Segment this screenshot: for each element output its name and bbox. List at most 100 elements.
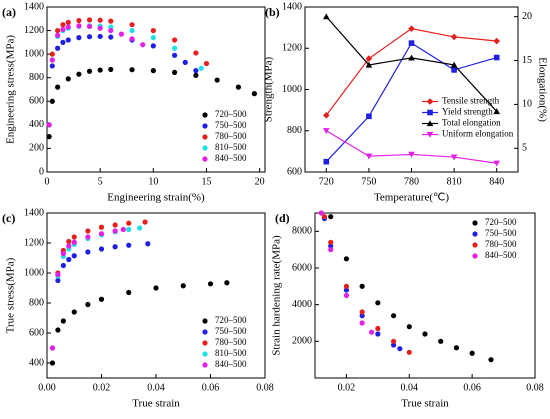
legend-marker: [472, 220, 478, 226]
marker: [359, 283, 365, 289]
marker: [112, 222, 118, 228]
marker: [145, 241, 151, 247]
legend-marker: [427, 109, 433, 116]
marker: [422, 331, 428, 337]
marker: [49, 57, 55, 63]
marker: [321, 214, 328, 220]
legend-marker: [202, 351, 208, 357]
marker: [55, 32, 61, 38]
marker: [328, 243, 334, 249]
marker: [112, 228, 118, 234]
legend-marker: [202, 156, 208, 162]
y-tick-label: 6000: [292, 262, 312, 273]
y-tick-label: 1200: [282, 43, 302, 54]
panel: 720 750 780 810 840 600 800 1000 1200 1400 5 10 15 20…: [263, 1, 549, 203]
marker: [86, 17, 93, 23]
y-tick-label: 1200: [24, 25, 44, 36]
legend-marker: [202, 134, 208, 140]
marker: [193, 68, 199, 74]
marker: [49, 63, 55, 69]
x-tick-label: 15: [202, 176, 212, 187]
marker: [375, 325, 381, 332]
marker: [406, 349, 412, 355]
marker: [85, 301, 91, 308]
marker: [390, 313, 397, 319]
panel: 0.02 0.04 0.06 0.08 2000 4000 6000 8000 True str…: [271, 210, 544, 410]
legend-label: 840–500: [215, 153, 247, 163]
marker: [126, 220, 132, 226]
marker: [86, 68, 93, 74]
y-tick-label: 1400: [24, 207, 44, 218]
marker: [214, 77, 220, 83]
x-tick-label: 780: [404, 176, 419, 187]
marker: [108, 34, 114, 40]
legend-label: 840–500: [215, 359, 247, 369]
marker: [469, 350, 475, 356]
marker: [408, 151, 415, 158]
y-tick-label: 0: [39, 166, 44, 177]
marker: [126, 226, 132, 233]
marker: [343, 283, 350, 289]
x-tick-label: 720: [319, 176, 334, 187]
legend-marker: [202, 362, 208, 368]
marker: [55, 277, 61, 284]
marker: [66, 243, 72, 249]
marker: [71, 239, 77, 245]
marker: [97, 25, 103, 31]
y-tick-label: 1400: [24, 1, 44, 12]
legend-marker: [202, 145, 208, 151]
y-tick-label: 1000: [24, 267, 44, 278]
x-tick-label: 0.08: [526, 382, 544, 393]
marker: [129, 36, 135, 42]
legend-label: Total elongation: [442, 118, 501, 128]
plot-frame: [46, 6, 266, 173]
marker: [366, 113, 372, 120]
legend-marker: [202, 318, 208, 324]
legend-label: 720–500: [215, 315, 247, 325]
marker: [60, 39, 66, 45]
legend-label: 810–500: [215, 142, 247, 152]
marker: [55, 327, 61, 333]
y-axis-label: Engineering stress(MPa): [5, 35, 17, 144]
y-tick-label: 600: [287, 166, 302, 177]
x-axis-label: Engineering strain(%): [107, 192, 205, 204]
legend-marker: [202, 123, 208, 129]
marker: [408, 40, 415, 46]
marker: [172, 52, 178, 58]
marker: [112, 244, 118, 250]
marker: [408, 54, 415, 61]
legend-label: 750–500: [485, 228, 517, 238]
marker: [49, 360, 56, 366]
y-tick-label: 600: [29, 327, 44, 338]
legend-marker: [426, 98, 434, 105]
marker: [390, 342, 397, 348]
x-axis-label: True strain: [132, 398, 180, 410]
y-tick-label: 200: [29, 143, 44, 154]
legend-label: Yield strength: [442, 107, 493, 117]
marker: [97, 17, 103, 23]
marker: [66, 256, 72, 263]
marker: [150, 27, 156, 34]
marker: [251, 91, 257, 97]
x-tick-label: 5: [98, 176, 103, 187]
marker: [493, 160, 500, 167]
marker: [65, 37, 71, 43]
legend-marker: [472, 242, 478, 248]
y2-tick-label: 5: [522, 143, 527, 154]
marker: [493, 54, 500, 61]
marker: [108, 18, 114, 24]
legend-label: 720–500: [215, 109, 247, 119]
marker: [140, 42, 146, 48]
x-tick-label: 750: [361, 176, 376, 187]
marker: [438, 338, 444, 344]
legend-marker: [472, 253, 478, 259]
panel: 0 5 10 15 200200400600800100012001400Enginee…: [2, 1, 266, 204]
legend-label: Uniform elongation: [442, 129, 514, 139]
marker: [203, 60, 210, 67]
marker: [60, 22, 66, 28]
y-tick-label: 400: [29, 357, 44, 368]
marker: [365, 61, 373, 68]
x-tick-label: 0.06: [463, 382, 481, 393]
marker: [408, 25, 415, 32]
